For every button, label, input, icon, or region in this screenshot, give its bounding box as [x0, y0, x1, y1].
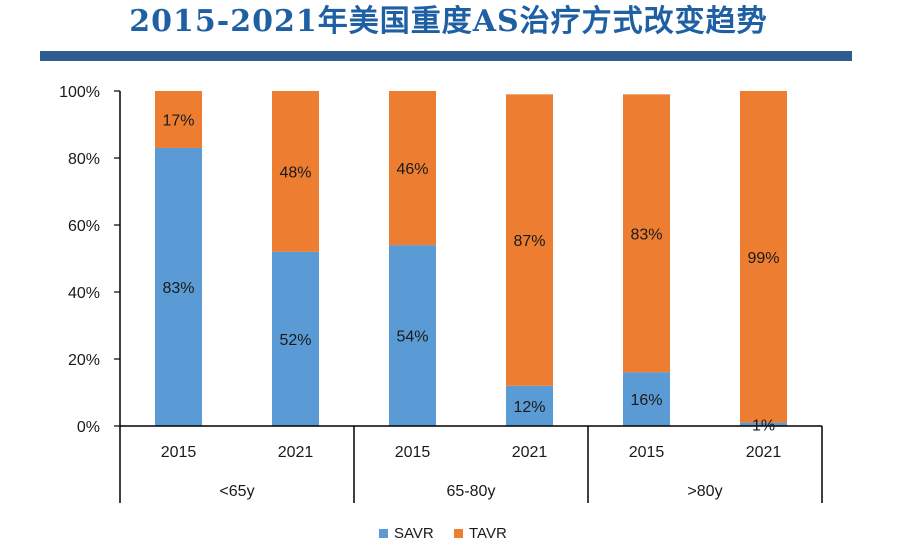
data-label-tavr-3: 87%: [513, 233, 545, 250]
group-label-2: >80y: [687, 483, 722, 500]
data-label-savr-3: 12%: [513, 399, 545, 416]
bar-tavr-4: [623, 94, 670, 373]
data-label-savr-0: 83%: [162, 280, 194, 297]
bar-tavr-5: [740, 91, 787, 423]
bar-savr-1: [272, 251, 319, 426]
data-label-tavr-0: 17%: [162, 112, 194, 129]
plot-area: [155, 91, 787, 426]
legend: SAVR TAVR: [379, 525, 507, 542]
y-tick-label-5: 100%: [59, 84, 100, 101]
group-label-0: <65y: [219, 483, 254, 500]
bar-savr-0: [155, 147, 202, 426]
x-tick-label-0: 2015: [161, 444, 197, 461]
bar-savr-4: [623, 372, 670, 426]
data-labels: 83% 17% 52% 48% 54% 46% 12% 87% 16% 83% 1% 99%: [162, 112, 779, 434]
legend-label-tavr: TAVR: [469, 525, 507, 542]
legend-swatch-savr: [379, 529, 388, 538]
data-label-tavr-5: 99%: [747, 250, 779, 267]
x-tick-label-2: 2015: [395, 444, 431, 461]
y-tick-label-1: 20%: [68, 352, 100, 369]
bar-savr-2: [389, 245, 436, 426]
y-tick-label-0: 0%: [77, 419, 100, 436]
bar-tavr-1: [272, 91, 319, 252]
bar-savr-3: [506, 385, 553, 426]
x-tick-label-3: 2021: [512, 444, 548, 461]
y-tick-label-4: 80%: [68, 151, 100, 168]
title-underline-rule: [40, 51, 852, 61]
chart-title: 2015-2021年美国重度AS治疗方式改变趋势: [129, 4, 768, 39]
data-label-savr-1: 52%: [279, 332, 311, 349]
data-label-savr-4: 16%: [630, 392, 662, 409]
legend-label-savr: SAVR: [394, 525, 434, 542]
x-tick-label-5: 2021: [746, 444, 782, 461]
legend-swatch-tavr: [454, 529, 463, 538]
data-label-savr-2: 54%: [396, 329, 428, 346]
x-tick-label-4: 2015: [629, 444, 665, 461]
group-label-1: 65-80y: [447, 483, 496, 500]
data-label-tavr-1: 48%: [279, 164, 311, 181]
bar-tavr-2: [389, 91, 436, 246]
y-tick-label-3: 60%: [68, 218, 100, 235]
data-label-tavr-4: 83%: [630, 226, 662, 243]
axes: 2015 2021 2015 2021 2015 2021 0% 20% 40% 60% 80% 10…: [59, 84, 823, 503]
data-label-savr-5: 1%: [752, 417, 775, 434]
x-tick-label-1: 2021: [278, 444, 314, 461]
bar-tavr-0: [155, 91, 202, 148]
y-tick-label-2: 40%: [68, 285, 100, 302]
bar-savr-5: [740, 422, 787, 426]
bar-tavr-3: [506, 94, 553, 386]
data-label-tavr-2: 46%: [396, 161, 428, 178]
